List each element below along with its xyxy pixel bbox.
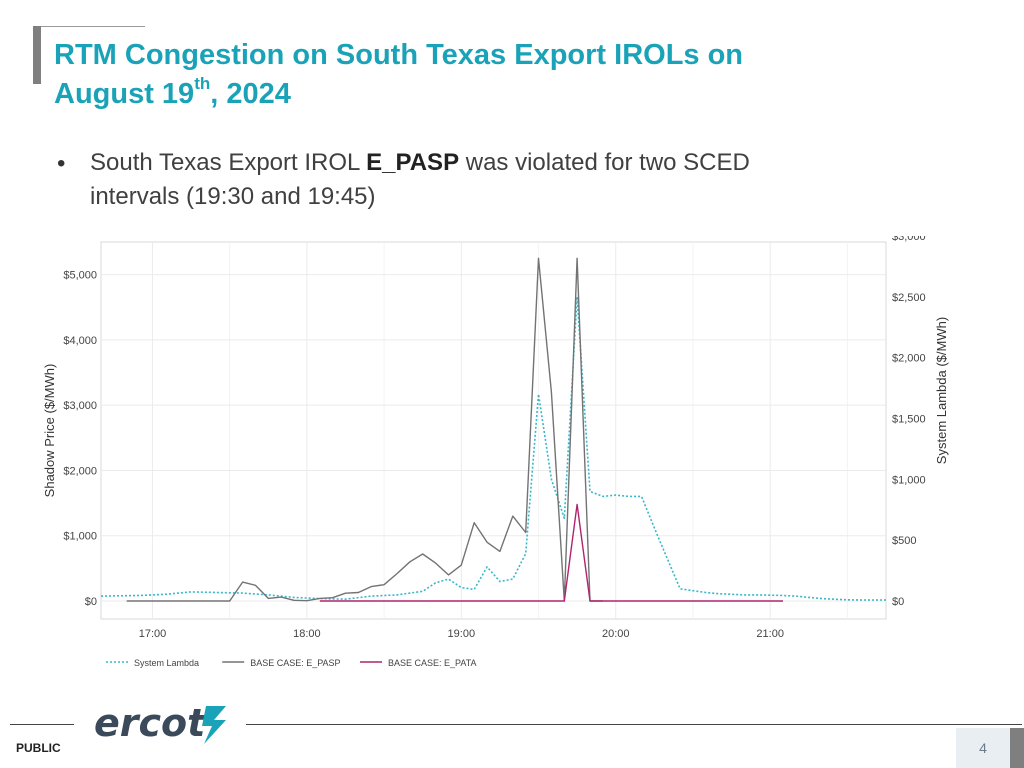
x-tick-label: 17:00 (139, 628, 167, 640)
bullet-text-post: was violated for two SCED (459, 149, 750, 176)
series-line-1 (126, 257, 603, 602)
left-y-tick-label: $1,000 (63, 531, 97, 543)
page-number: 4 (956, 728, 1010, 768)
right-y-tick-label: $1,500 (892, 414, 926, 426)
right-y-tick-label: $500 (892, 535, 916, 547)
title-line-1: RTM Congestion on South Texas Export IRO… (54, 39, 744, 71)
ercot-bolt-icon (202, 706, 226, 744)
bullet-text: South Texas Export IROL E_PASP was viola… (90, 146, 910, 214)
left-y-tick-label: $0 (85, 596, 97, 608)
plot-area (100, 241, 887, 620)
title-line-2-pre: August 19 (54, 78, 195, 110)
right-y-tick-label: $2,000 (892, 353, 926, 365)
shadow-price-chart: 17:00 18:00 19:00 20:00 21:00 $0 $1,000 $2,000 $… (42, 236, 949, 668)
series-line-2 (319, 503, 783, 602)
bullet-text-line-2: intervals (19:30 and 19:45) (90, 183, 376, 210)
x-tick-label: 19:00 (448, 628, 476, 640)
title-line-2-post: , 2024 (210, 78, 291, 110)
page-number-accent (1010, 728, 1024, 768)
left-y-tick-label: $2,000 (63, 465, 97, 477)
title-accent-rule (41, 26, 145, 27)
bullet-dot: • (57, 150, 66, 177)
legend-label: System Lambda (134, 658, 199, 668)
right-y-tick-label: $3,000 (892, 236, 926, 243)
left-y-tick-label: $3,000 (63, 400, 97, 412)
left-axis-label: Shadow Price ($/MWh) (42, 364, 57, 498)
left-y-tick-label: $4,000 (63, 335, 97, 347)
footer-rule-left (10, 724, 74, 725)
slide-title: RTM Congestion on South Texas Export IRO… (54, 36, 954, 114)
legend-label: BASE CASE: E_PATA (388, 658, 477, 668)
right-y-tick-label: $1,000 (892, 474, 926, 486)
bullet-text-bold: E_PASP (366, 149, 460, 176)
bullet-text-pre: South Texas Export IROL (90, 149, 367, 176)
ercot-logo-text: ercot (94, 701, 207, 745)
public-label: PUBLIC (16, 741, 61, 755)
x-tick-label: 20:00 (602, 628, 630, 640)
footer-rule-right (246, 724, 1022, 725)
x-tick-label: 21:00 (756, 628, 784, 640)
ercot-logo: ercot (94, 700, 234, 755)
legend-label: BASE CASE: E_PASP (250, 658, 340, 668)
right-y-tick-label: $2,500 (892, 292, 926, 304)
title-superscript: th (194, 74, 211, 94)
title-accent-bar (33, 26, 41, 84)
left-y-tick-label: $5,000 (63, 270, 97, 282)
right-axis-label: System Lambda ($/MWh) (934, 317, 949, 464)
ercot-logo-graphic: ercot (94, 701, 226, 745)
right-y-tick-label: $0 (892, 596, 904, 608)
x-tick-label: 18:00 (293, 628, 321, 640)
